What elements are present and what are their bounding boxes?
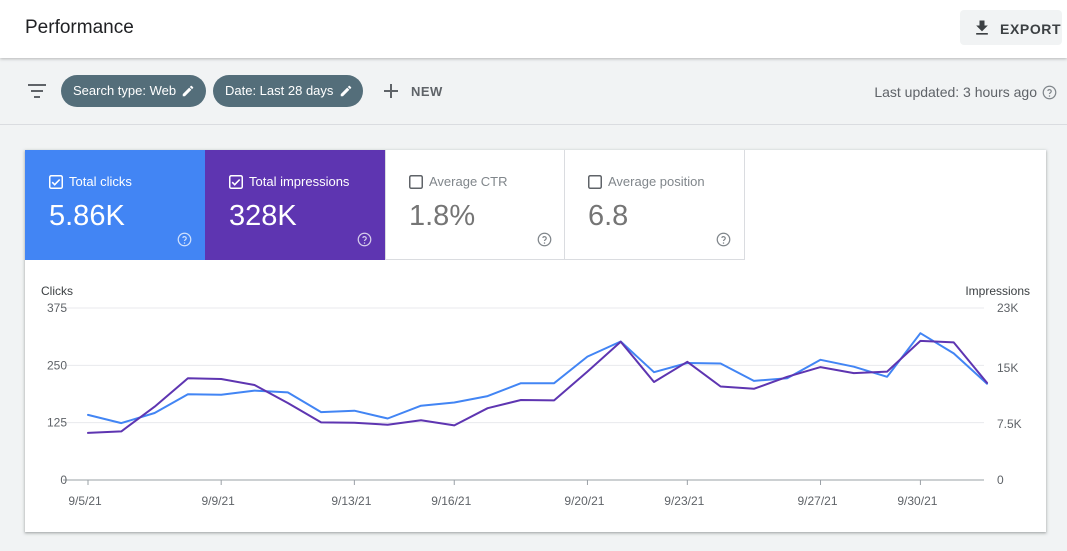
help-icon[interactable] xyxy=(357,232,372,247)
metric-label: Average position xyxy=(608,174,705,189)
help-icon[interactable] xyxy=(716,232,731,247)
right-axis-title: Impressions xyxy=(965,284,1030,298)
download-icon xyxy=(976,20,988,35)
last-updated-text: Last updated: 3 hours ago xyxy=(874,84,1037,100)
x-tick-label: 9/27/21 xyxy=(797,494,837,508)
export-button[interactable]: EXPORT xyxy=(960,10,1062,45)
checkbox-unchecked-icon[interactable] xyxy=(588,175,602,189)
series-line-impressions[interactable] xyxy=(87,339,988,434)
left-tick-label: 250 xyxy=(47,358,67,372)
right-tick-label: 7.5K xyxy=(997,417,1022,431)
x-tick-label: 9/23/21 xyxy=(664,494,704,508)
left-tick-label: 375 xyxy=(47,301,67,315)
left-tick-label: 0 xyxy=(60,473,67,487)
checkbox-unchecked-icon[interactable] xyxy=(409,175,423,189)
metric-total-impressions[interactable]: Total impressions 328K xyxy=(205,150,385,260)
metric-value: 328K xyxy=(229,200,297,232)
x-tick-label: 9/9/21 xyxy=(201,494,235,508)
new-label: NEW xyxy=(411,84,443,99)
checkbox-checked-icon[interactable] xyxy=(49,175,63,189)
page-title: Performance xyxy=(25,17,134,38)
help-icon[interactable] xyxy=(177,232,192,247)
filter-bar: Search type: Web Date: Last 28 days NEW … xyxy=(0,58,1067,125)
right-tick-label: 23K xyxy=(997,301,1018,315)
help-icon[interactable] xyxy=(537,232,552,247)
header: Performance EXPORT xyxy=(0,0,1067,58)
metric-value: 1.8% xyxy=(409,200,476,232)
search-type-chip[interactable]: Search type: Web xyxy=(61,75,206,107)
edit-icon xyxy=(340,85,352,97)
left-tick-label: 125 xyxy=(47,416,67,430)
metric-label: Total impressions xyxy=(249,174,350,189)
metric-average-ctr[interactable]: Average CTR 1.8% xyxy=(385,150,565,260)
x-tick-label: 9/5/21 xyxy=(68,494,102,508)
metric-value: 5.86K xyxy=(49,200,125,232)
filter-icon[interactable] xyxy=(27,83,47,99)
date-chip[interactable]: Date: Last 28 days xyxy=(213,75,363,107)
performance-chart[interactable]: 0 125 250 375 0 7.5K 15K 23K Clicks Impressions 9/… xyxy=(25,150,1046,532)
left-axis-title: Clicks xyxy=(41,284,73,298)
checkbox-checked-icon[interactable] xyxy=(229,175,243,189)
right-tick-label: 15K xyxy=(997,361,1018,375)
x-tick-label: 9/13/21 xyxy=(331,494,371,508)
metric-average-position[interactable]: Average position 6.8 xyxy=(565,150,745,260)
metric-total-clicks[interactable]: Total clicks 5.86K xyxy=(25,150,205,260)
right-tick-label: 0 xyxy=(997,473,1004,487)
performance-card: Total clicks 5.86K Total impressions 328… xyxy=(25,150,1046,532)
chip-label: Search type: Web xyxy=(73,83,177,98)
metric-value: 6.8 xyxy=(588,200,629,232)
series-line-clicks[interactable] xyxy=(87,332,988,425)
x-tick-label: 9/20/21 xyxy=(564,494,604,508)
metric-label: Total clicks xyxy=(69,174,132,189)
export-label: EXPORT xyxy=(1000,21,1062,37)
x-tick-label: 9/30/21 xyxy=(897,494,937,508)
metric-label: Average CTR xyxy=(429,174,508,189)
chip-label: Date: Last 28 days xyxy=(225,83,334,98)
plus-icon xyxy=(384,84,398,98)
x-tick-label: 9/16/21 xyxy=(431,494,471,508)
edit-icon xyxy=(182,85,194,97)
help-icon[interactable] xyxy=(1042,85,1057,100)
